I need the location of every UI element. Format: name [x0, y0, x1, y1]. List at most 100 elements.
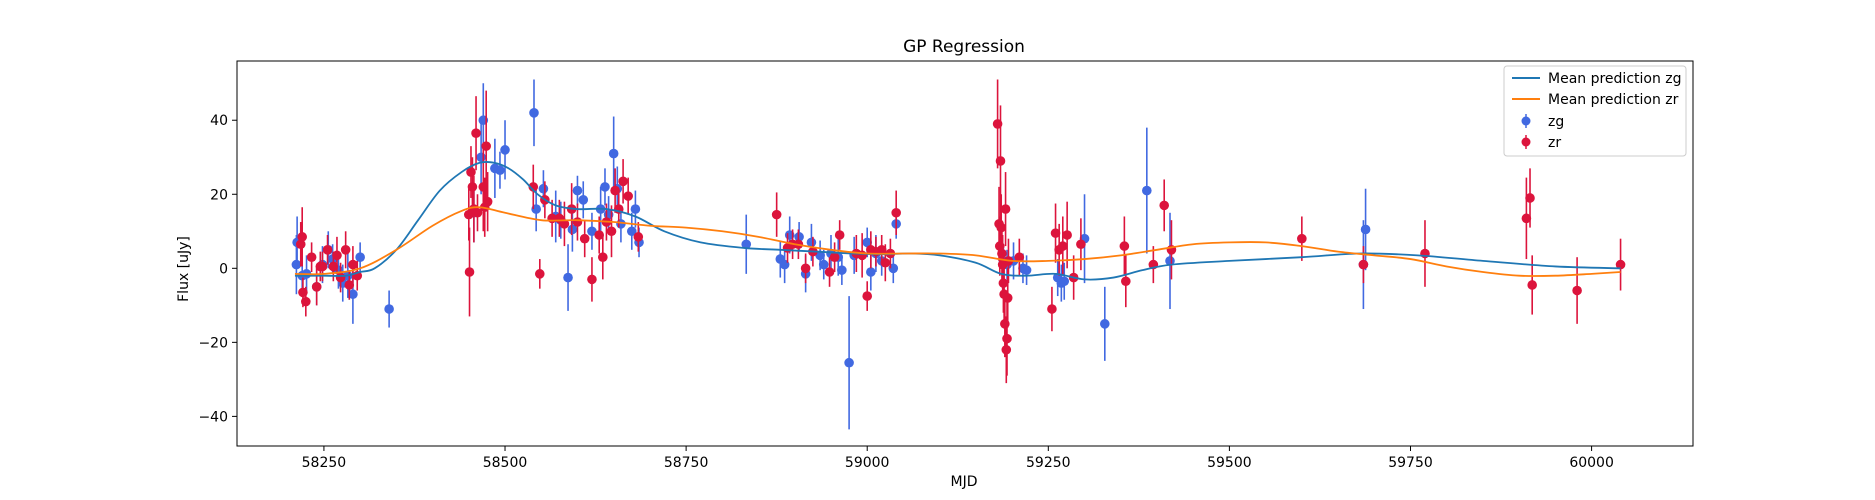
- zr-point: [835, 230, 845, 240]
- zg-point: [600, 182, 610, 192]
- zr-point: [1525, 193, 1535, 203]
- zr-point: [341, 245, 351, 255]
- zg-point: [609, 149, 619, 159]
- plot-frame: [237, 61, 1693, 446]
- zr-point: [332, 251, 342, 261]
- zr-point: [1527, 280, 1537, 290]
- y-tick-label: 40: [210, 113, 228, 129]
- zr-point: [307, 252, 317, 262]
- zr-point: [580, 234, 590, 244]
- series-zr: [296, 80, 1625, 384]
- x-tick-label: 60000: [1569, 455, 1614, 471]
- zr-point: [481, 141, 491, 151]
- x-tick-label: 58500: [483, 455, 528, 471]
- zr-point: [1001, 204, 1011, 214]
- zr-point: [857, 251, 867, 261]
- zg-point: [1059, 276, 1069, 286]
- zr-point: [598, 252, 608, 262]
- zr-point: [1120, 241, 1130, 251]
- zr-point: [587, 275, 597, 285]
- zr-point: [634, 232, 644, 242]
- zr-point: [1359, 260, 1369, 270]
- legend-swatch-zr-marker: [1522, 138, 1531, 147]
- zr-point: [825, 267, 835, 277]
- y-tick-label: −20: [198, 335, 228, 351]
- legend-swatch-zg-marker: [1522, 117, 1531, 126]
- zr-point: [772, 210, 782, 220]
- zr-point: [891, 208, 901, 218]
- zg-point: [844, 358, 854, 368]
- zr-point: [881, 258, 891, 268]
- zr-point: [471, 128, 481, 138]
- zg-point: [539, 184, 549, 194]
- zr-point: [301, 297, 311, 307]
- x-tick-label: 59250: [1026, 455, 1071, 471]
- zg-point: [837, 265, 847, 275]
- zr-point: [623, 191, 633, 201]
- zr-point: [348, 260, 358, 270]
- plot-area: [292, 80, 1626, 430]
- y-tick-label: 20: [210, 187, 228, 203]
- zg-point: [1361, 225, 1371, 235]
- zr-point: [1297, 234, 1307, 244]
- zr-point: [607, 226, 617, 236]
- zg-point: [355, 252, 365, 262]
- zg-point: [495, 165, 505, 175]
- zr-point: [312, 282, 322, 292]
- zr-point: [1058, 241, 1068, 251]
- x-axis-ticks: 58250 58500 58750 59000 59250 59500 59750 60000: [302, 446, 1614, 471]
- legend: Mean prediction zg Mean prediction zr zg…: [1504, 66, 1686, 156]
- zr-point: [801, 264, 811, 274]
- zg-point: [1022, 265, 1032, 275]
- zr-point: [1121, 276, 1131, 286]
- x-tick-label: 58250: [302, 455, 347, 471]
- y-tick-label: −40: [198, 409, 228, 425]
- zr-point: [1002, 334, 1012, 344]
- zg-point: [476, 152, 486, 162]
- legend-label-zg-line: Mean prediction zg: [1548, 71, 1682, 87]
- zr-point: [1062, 230, 1072, 240]
- legend-label-zg: zg: [1548, 114, 1564, 130]
- zr-point: [862, 291, 872, 301]
- zr-point: [468, 182, 478, 192]
- zg-point: [563, 273, 573, 283]
- zr-point: [996, 156, 1006, 166]
- x-tick-label: 59750: [1388, 455, 1433, 471]
- x-tick-label: 59000: [845, 455, 890, 471]
- chart-title: GP Regression: [903, 37, 1025, 57]
- y-axis-label: Flux [uJy]: [176, 236, 192, 302]
- zg-point: [384, 304, 394, 314]
- zg-point: [631, 204, 641, 214]
- x-tick-label: 59500: [1207, 455, 1252, 471]
- zr-point: [535, 269, 545, 279]
- y-tick-label: 0: [219, 261, 228, 277]
- zr-point: [483, 197, 493, 207]
- zg-point: [573, 186, 583, 196]
- zg-point: [578, 195, 588, 205]
- zg-point: [529, 108, 539, 118]
- zr-point: [318, 262, 328, 272]
- legend-label-zr-line: Mean prediction zr: [1548, 92, 1679, 108]
- zr-point: [297, 232, 307, 242]
- zr-point: [323, 245, 333, 255]
- zr-point: [336, 273, 346, 283]
- zg-point: [866, 267, 876, 277]
- zr-point: [1159, 201, 1169, 211]
- zr-point: [1076, 239, 1086, 249]
- zr-point: [573, 217, 583, 227]
- zr-point: [1003, 293, 1013, 303]
- zr-point: [830, 252, 840, 262]
- legend-label-zr: zr: [1548, 135, 1561, 151]
- zr-point: [618, 177, 628, 187]
- zg-point: [1142, 186, 1152, 196]
- zg-point: [500, 145, 510, 155]
- zr-point: [465, 267, 475, 277]
- y-axis-ticks: −40 −20 0 20 40: [198, 113, 237, 425]
- x-tick-label: 58750: [664, 455, 709, 471]
- line-mean-prediction-zr: [295, 207, 1621, 276]
- zg-point: [1100, 319, 1110, 329]
- zr-point: [1572, 286, 1582, 296]
- zr-point: [1047, 304, 1057, 314]
- x-axis-label: MJD: [951, 474, 978, 490]
